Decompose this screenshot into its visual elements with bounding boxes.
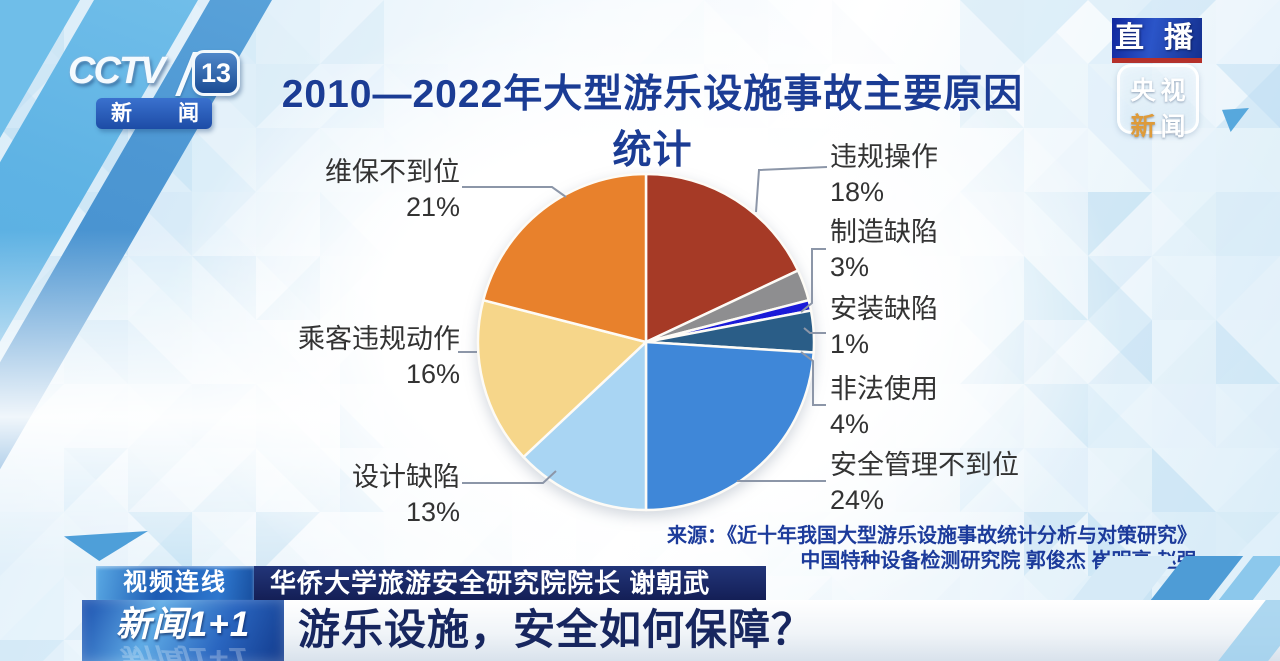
pie-callout-2: 安装缺陷 1% [830, 292, 938, 362]
channel-news-label: 新闻 [96, 98, 212, 129]
pie-slice-name: 非法使用 [830, 374, 938, 404]
app-badge-char: 闻 [1160, 113, 1186, 141]
cctv-news-app-badge: 央 视 新 闻 [1117, 64, 1199, 141]
speaker-title-bar: 华侨大学旅游安全研究院院长 谢朝武 [254, 566, 766, 600]
leader-line-1 [800, 248, 826, 313]
leader-line-2 [803, 327, 826, 334]
app-badge-char: 央 [1130, 77, 1156, 105]
program-logo-news1plus1: 新闻1+1 新闻1+1 [82, 600, 284, 661]
pie-callout-3: 非法使用 4% [830, 372, 938, 442]
video-link-tag: 视频连线 [96, 566, 254, 600]
pie-slice-percent: 13% [405, 497, 460, 527]
live-badge: 直 播 [1112, 18, 1202, 63]
pie-callout-5: 设计缺陷 13% [352, 460, 460, 530]
pie-slice-name: 安全管理不到位 [830, 450, 1019, 480]
pie-chart [476, 172, 816, 512]
program-logo-text: 新闻1+1 [115, 605, 251, 644]
pie-slice-percent: 3% [830, 252, 870, 282]
source-line: 来源：《近十年我国大型游乐设施事故统计分析与对策研究》 [667, 525, 1197, 547]
leader-line-3 [800, 351, 826, 406]
pie-slice-name: 违规操作 [830, 142, 938, 172]
pie-callout-4: 安全管理不到位 24% [830, 448, 1019, 518]
pie-slice-percent: 24% [830, 485, 885, 515]
pie-callout-1: 制造缺陷 3% [830, 215, 938, 285]
pie-slice-percent: 21% [405, 192, 460, 222]
pie-slice-6 [476, 298, 648, 459]
pie-slice-name: 制造缺陷 [830, 217, 938, 247]
cctv-wordmark: CCTV [68, 50, 165, 92]
band-fadeout [0, 230, 340, 570]
leader-line-5 [462, 470, 557, 484]
channel-number-badge: 13 [192, 50, 240, 96]
chart-title: 2010—2022年大型游乐设施事故主要原因统计 [281, 73, 1024, 172]
leader-line-7 [462, 186, 567, 198]
pie-callout-7: 维保不到位 21% [325, 155, 460, 225]
app-badge-char-highlight: 新 [1130, 113, 1156, 141]
pie-slice-name: 乘客违规动作 [298, 324, 460, 354]
pie-slice-7 [482, 172, 648, 344]
pie-slice-name: 维保不到位 [325, 157, 460, 187]
program-logo-reflection: 新闻1+1 [118, 641, 248, 661]
pie-slice-percent: 4% [830, 409, 870, 439]
leader-line-0 [755, 166, 828, 213]
headline-bar: 游乐设施，安全如何保障？ [284, 600, 1280, 661]
pie-slice-percent: 1% [830, 329, 870, 359]
pie-slice-4 [644, 340, 815, 512]
pie-callout-6: 乘客违规动作 16% [298, 322, 460, 392]
pie-slice-name: 安装缺陷 [830, 294, 938, 324]
pie-callout-0: 违规操作 18% [830, 140, 938, 210]
pie-slice-5 [522, 340, 648, 512]
pie-slice-0 [644, 172, 800, 344]
pie-slice-percent: 18% [830, 177, 885, 207]
pie-slice-name: 设计缺陷 [352, 462, 460, 492]
pie-slice-percent: 16% [405, 359, 460, 389]
app-badge-char: 视 [1160, 77, 1186, 105]
